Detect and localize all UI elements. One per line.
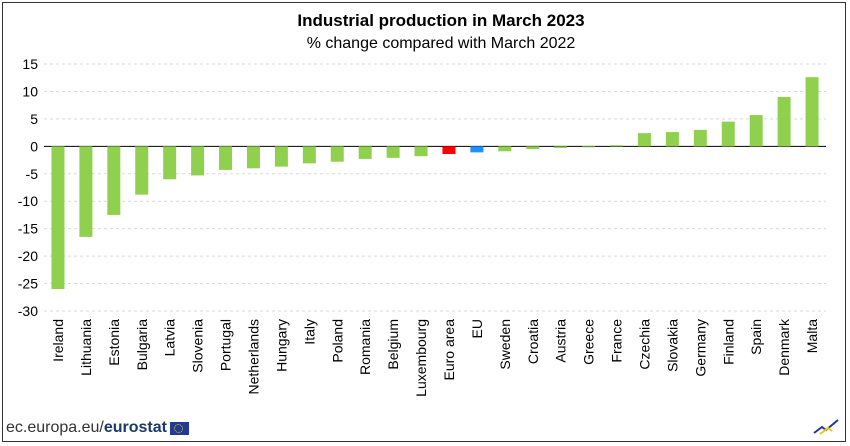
- x-tick-label: Denmark: [776, 318, 792, 376]
- bar-poland: [330, 146, 344, 162]
- bar-denmark: [777, 96, 791, 147]
- x-tick-label: Netherlands: [245, 319, 261, 395]
- x-tick-label: Spain: [748, 319, 764, 355]
- bar-romania: [358, 146, 372, 159]
- x-tick-label: Malta: [804, 319, 820, 353]
- footer-site: ec.europa.eu/: [6, 419, 104, 436]
- y-tick-label: 10: [22, 83, 38, 99]
- footer-brand: eurostat: [103, 419, 167, 436]
- x-tick-label: Euro area: [441, 319, 457, 381]
- x-tick-label: Slovakia: [664, 319, 680, 372]
- y-tick-label: -25: [18, 276, 38, 292]
- bar-slovakia: [665, 132, 679, 147]
- bar-croatia: [526, 146, 540, 150]
- bar-hungary: [274, 146, 288, 167]
- x-tick-label: Sweden: [497, 319, 513, 370]
- bar-france: [610, 145, 624, 147]
- x-tick-label: France: [609, 319, 625, 363]
- x-tick-label: Portugal: [218, 319, 234, 371]
- x-tick-label: Slovenia: [190, 319, 206, 373]
- bar-bulgaria: [135, 146, 149, 195]
- x-tick-label: Bulgaria: [134, 319, 150, 371]
- x-tick-label: Austria: [553, 319, 569, 363]
- bar-austria: [554, 146, 568, 148]
- chart-subtitle: % change compared with March 2022: [307, 35, 576, 52]
- x-tick-label: EU: [469, 319, 485, 338]
- bar-italy: [302, 146, 316, 164]
- y-tick-label: -15: [18, 221, 38, 237]
- bar-belgium: [386, 146, 400, 158]
- y-axis-ticks: 15 10 5 0 -5 -10 -15 -20 -25 -30: [18, 56, 38, 319]
- bar-sweden: [498, 146, 512, 152]
- bar-malta: [805, 77, 819, 147]
- bar-latvia: [163, 146, 177, 180]
- x-tick-label: Latvia: [162, 319, 178, 357]
- x-tick-label: Greece: [581, 319, 597, 365]
- bar-netherlands: [246, 146, 260, 169]
- bar-estonia: [107, 146, 121, 215]
- x-tick-label: Germany: [692, 319, 708, 377]
- source-footer: ec.europa.eu/ eurostat: [6, 419, 189, 437]
- x-tick-label: Italy: [301, 319, 317, 345]
- x-tick-label: Belgium: [385, 319, 401, 370]
- x-tick-label: Estonia: [106, 319, 122, 366]
- x-tick-label: Hungary: [273, 319, 289, 372]
- x-tick-label: Czechia: [636, 319, 652, 370]
- bar-euro-area: [442, 146, 456, 155]
- bar-ireland: [51, 146, 65, 290]
- x-tick-label: Croatia: [525, 319, 541, 364]
- eu-flag-icon: [169, 421, 189, 435]
- bar-slovenia: [191, 146, 205, 176]
- bar-eu: [470, 146, 484, 153]
- y-tick-label: -20: [18, 248, 38, 264]
- bar-finland: [721, 121, 735, 147]
- bar-luxembourg: [414, 146, 428, 157]
- x-tick-label: Ireland: [50, 319, 66, 362]
- x-tick-label: Poland: [329, 319, 345, 363]
- eurostat-corner-logo-icon: [813, 419, 839, 435]
- y-tick-label: 15: [22, 56, 38, 72]
- chart-frame: [2, 2, 846, 442]
- y-tick-label: -30: [18, 303, 38, 319]
- y-tick-label: 5: [30, 111, 38, 127]
- bar-germany: [693, 129, 707, 147]
- bar-portugal: [219, 146, 233, 170]
- x-tick-label: Lithuania: [78, 319, 94, 376]
- x-tick-label: Romania: [357, 319, 373, 375]
- bar-czechia: [637, 133, 651, 147]
- chart-title: Industrial production in March 2023: [297, 11, 584, 30]
- y-tick-label: 0: [30, 138, 38, 154]
- x-axis-labels: Ireland Lithuania Estonia Bulgaria Latvia Slo…: [50, 318, 820, 397]
- gridlines: [44, 63, 826, 312]
- y-tick-label: -10: [18, 193, 38, 209]
- x-tick-label: Luxembourg: [413, 319, 429, 397]
- y-tick-label: -5: [26, 166, 39, 182]
- x-tick-label: Finland: [720, 319, 736, 365]
- bar-spain: [749, 115, 763, 147]
- bar-greece: [582, 146, 596, 148]
- bars: [51, 77, 819, 290]
- bar-lithuania: [79, 146, 93, 237]
